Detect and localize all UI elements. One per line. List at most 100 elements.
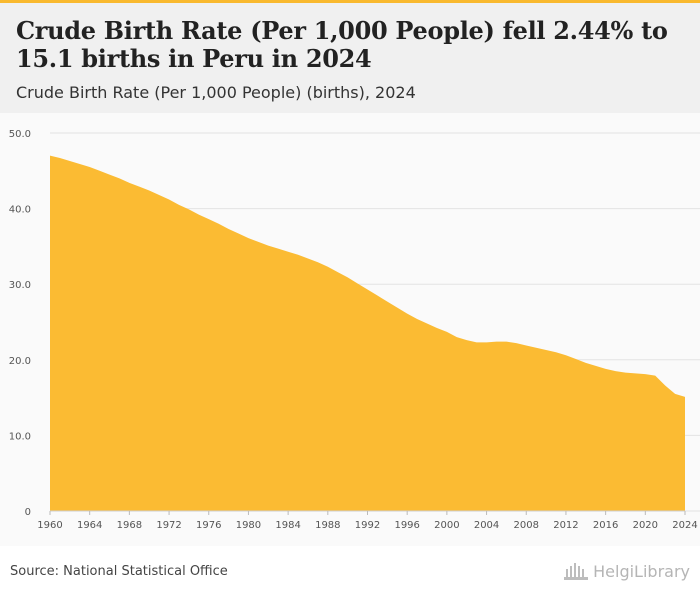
data-point[interactable] (167, 198, 171, 202)
page-title: Crude Birth Rate (Per 1,000 People) fell… (16, 16, 668, 73)
data-point[interactable] (157, 193, 161, 197)
data-point[interactable] (485, 340, 489, 344)
header: Crude Birth Rate (Per 1,000 People) fell… (0, 3, 700, 113)
data-point[interactable] (504, 340, 508, 344)
data-point[interactable] (395, 306, 399, 310)
data-point[interactable] (237, 232, 241, 236)
data-point[interactable] (117, 176, 121, 180)
data-point[interactable] (256, 240, 260, 244)
data-point[interactable] (187, 207, 191, 211)
data-point[interactable] (554, 350, 558, 354)
data-point[interactable] (326, 265, 330, 269)
x-tick-label: 2008 (514, 520, 539, 531)
series-area[interactable] (50, 155, 685, 511)
data-point[interactable] (663, 384, 667, 388)
y-tick-label: 20.0 (9, 356, 31, 367)
data-point[interactable] (108, 173, 112, 177)
x-tick-label: 2012 (553, 520, 578, 531)
x-axis-ticks: 1960 1964 1968 1972 1976 1980 1984 1988 1992 1996… (37, 510, 698, 531)
y-tick-label: 0 (25, 507, 31, 518)
data-point[interactable] (68, 159, 72, 163)
x-tick-label: 1980 (236, 520, 261, 531)
data-point[interactable] (48, 154, 52, 158)
chart-subtitle: Crude Birth Rate (Per 1,000 People) (bir… (16, 83, 416, 102)
data-point[interactable] (217, 222, 221, 226)
data-point[interactable] (346, 275, 350, 279)
data-point[interactable] (296, 253, 300, 257)
data-point[interactable] (425, 322, 429, 326)
data-point[interactable] (78, 162, 82, 166)
library-building-icon (564, 563, 589, 580)
series-area-layer (48, 154, 687, 511)
data-point[interactable] (445, 330, 449, 334)
data-point[interactable] (405, 312, 409, 316)
data-point[interactable] (673, 392, 677, 396)
data-point[interactable] (435, 326, 439, 330)
data-point[interactable] (276, 247, 280, 251)
data-point[interactable] (415, 317, 419, 321)
x-tick-label: 1972 (156, 520, 181, 531)
accent-bar (0, 0, 700, 3)
data-point[interactable] (633, 371, 637, 375)
data-point[interactable] (137, 185, 141, 189)
y-tick-label: 30.0 (9, 280, 31, 291)
x-tick-label: 2016 (593, 520, 618, 531)
data-point[interactable] (177, 203, 181, 207)
data-point[interactable] (455, 335, 459, 339)
x-tick-label: 1964 (77, 520, 102, 531)
data-point[interactable] (375, 294, 379, 298)
x-tick-label: 1992 (355, 520, 380, 531)
source-note: Source: National Statistical Office (10, 564, 228, 579)
data-point[interactable] (385, 300, 389, 304)
data-point[interactable] (594, 364, 598, 368)
data-point[interactable] (336, 270, 340, 274)
data-point[interactable] (683, 395, 687, 399)
x-tick-label: 1996 (394, 520, 419, 531)
data-point[interactable] (246, 236, 250, 240)
data-point[interactable] (286, 250, 290, 254)
footer: Source: National Statistical Office Helg… (0, 546, 700, 596)
data-point[interactable] (475, 340, 479, 344)
data-point[interactable] (88, 165, 92, 169)
data-point[interactable] (524, 343, 528, 347)
data-point[interactable] (604, 367, 608, 371)
y-tick-label: 50.0 (9, 129, 31, 140)
data-point[interactable] (227, 227, 231, 231)
x-tick-label: 2020 (633, 520, 658, 531)
data-point[interactable] (614, 369, 618, 373)
data-point[interactable] (494, 340, 498, 344)
data-point[interactable] (266, 244, 270, 248)
data-point[interactable] (316, 260, 320, 264)
data-point[interactable] (643, 372, 647, 376)
data-point[interactable] (197, 213, 201, 217)
y-tick-label: 10.0 (9, 431, 31, 442)
data-point[interactable] (514, 341, 518, 345)
data-point[interactable] (574, 357, 578, 361)
y-axis-ticks: 0 10.0 20.0 30.0 40.0 50.0 (9, 129, 31, 518)
helgilibrary-logo[interactable]: HelgiLibrary (563, 560, 690, 582)
data-point[interactable] (207, 217, 211, 221)
data-point[interactable] (147, 188, 151, 192)
data-point[interactable] (544, 348, 548, 352)
area-chart: 0 10.0 20.0 30.0 40.0 50.0 1960 1964 1968 1972 19… (9, 129, 700, 531)
x-tick-label: 1960 (37, 520, 62, 531)
data-point[interactable] (366, 287, 370, 291)
logo-text: HelgiLibrary (593, 561, 690, 581)
data-point[interactable] (623, 371, 627, 375)
data-point[interactable] (127, 181, 131, 185)
data-point[interactable] (534, 346, 538, 350)
chart-area: 0 10.0 20.0 30.0 40.0 50.0 1960 1964 1968 1972 19… (0, 113, 700, 546)
x-tick-label: 1968 (117, 520, 142, 531)
data-point[interactable] (356, 281, 360, 285)
y-tick-label: 40.0 (9, 205, 31, 216)
data-point[interactable] (653, 374, 657, 378)
data-point[interactable] (98, 169, 102, 173)
data-point[interactable] (564, 353, 568, 357)
x-tick-label: 2000 (434, 520, 459, 531)
x-tick-label: 1988 (315, 520, 340, 531)
data-point[interactable] (584, 361, 588, 365)
data-point[interactable] (465, 338, 469, 342)
data-point[interactable] (306, 256, 310, 260)
data-point[interactable] (58, 156, 62, 160)
x-tick-label: 1984 (275, 520, 300, 531)
